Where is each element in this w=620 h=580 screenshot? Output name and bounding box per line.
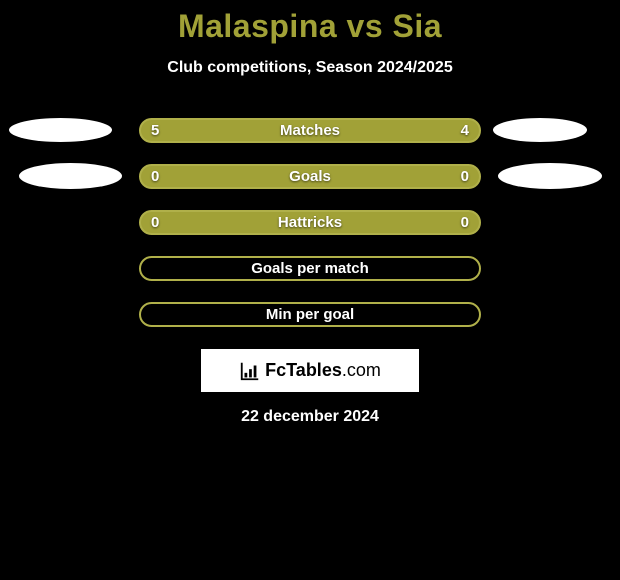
date-label: 22 december 2024: [0, 408, 620, 426]
stat-bar: Goals: [139, 164, 481, 189]
stat-value-right: 4: [461, 122, 469, 139]
stat-label: Goals per match: [141, 258, 479, 279]
stat-row: Min per goal: [0, 293, 620, 339]
logo-text-a: FcTables: [265, 360, 342, 380]
stat-rows: Matches54Goals00Hattricks00Goals per mat…: [0, 109, 620, 339]
comparison-panel: Malaspina vs Sia Club competitions, Seas…: [0, 0, 620, 426]
stat-label: Matches: [141, 120, 479, 141]
stat-bar: Hattricks: [139, 210, 481, 235]
stat-bar: Goals per match: [139, 256, 481, 281]
stat-value-left: 0: [151, 168, 159, 185]
stat-row: Goals0 0: [0, 155, 620, 201]
player-marker-right: [493, 118, 587, 142]
player-marker-left: [19, 163, 122, 189]
stat-value-left: 0: [151, 214, 159, 231]
stat-bar: Min per goal: [139, 302, 481, 327]
chart-icon: [239, 360, 261, 382]
logo-text-b: .com: [342, 360, 381, 380]
stat-value-right: 0: [461, 168, 469, 185]
stat-row: Matches5 4: [0, 109, 620, 155]
stat-label: Min per goal: [141, 304, 479, 325]
player-marker-right: [498, 163, 602, 189]
stat-value-right: 0: [461, 214, 469, 231]
player-marker-left: [9, 118, 112, 142]
source-logo: FcTables.com: [201, 349, 419, 392]
page-title: Malaspina vs Sia: [0, 8, 620, 45]
stat-label: Hattricks: [141, 212, 479, 233]
logo-text: FcTables.com: [265, 360, 381, 381]
stat-label: Goals: [141, 166, 479, 187]
stat-value-left: 5: [151, 122, 159, 139]
stat-bar: Matches: [139, 118, 481, 143]
stat-row: Goals per match: [0, 247, 620, 293]
stat-row: Hattricks0 0: [0, 201, 620, 247]
page-subtitle: Club competitions, Season 2024/2025: [0, 59, 620, 77]
